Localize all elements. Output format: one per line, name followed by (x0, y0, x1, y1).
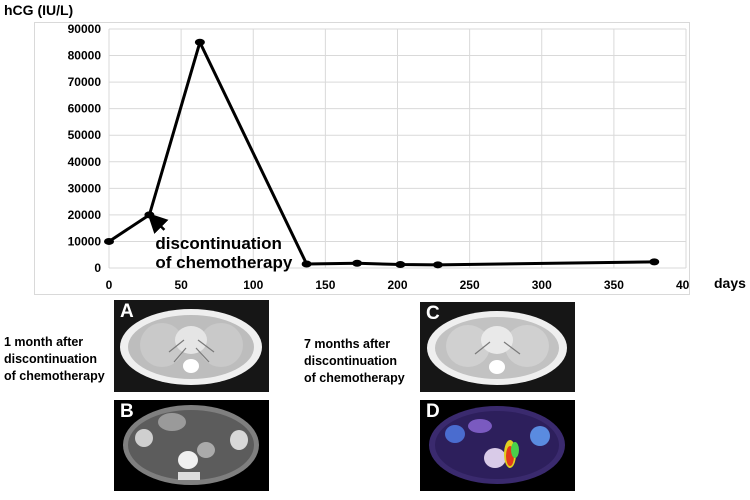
left-caption-line-1: 1 month after (4, 335, 84, 349)
y-tick-label: 80000 (68, 49, 102, 63)
x-tick-label: 250 (460, 278, 480, 292)
data-point (649, 258, 660, 266)
right-caption-line-2: discontinuation (304, 354, 398, 368)
y-tick-label: 70000 (68, 75, 102, 89)
annotation-line-1: discontinuation (155, 234, 282, 253)
right-caption-line-1: 7 months after (304, 337, 391, 351)
annotation-arrow (147, 212, 169, 235)
series-line (108, 40, 655, 267)
ct-panel-c: C (420, 302, 575, 392)
panel-letter-b: B (120, 401, 134, 422)
panel-letter-d: D (426, 401, 440, 422)
left-caption-line-3: of chemotherapy (4, 369, 105, 383)
x-tick-label: 150 (315, 278, 335, 292)
panel-letter-c: C (426, 303, 440, 324)
data-point (432, 261, 443, 269)
y-tick-label: 50000 (68, 128, 102, 142)
y-tick-label: 90000 (68, 23, 102, 36)
x-tick-label: 350 (604, 278, 624, 292)
annotation-line-2: of chemotherapy (155, 253, 293, 272)
x-tick-label: 400 (676, 278, 689, 292)
chart-area: 0 10000 20000 30000 40000 50000 60000 70000 8000… (34, 22, 690, 295)
x-tick-label: 50 (174, 278, 188, 292)
left-panel-caption: 1 month after discontinuation of chemoth… (4, 334, 105, 385)
x-tick-label: 0 (106, 278, 113, 292)
ct-panel-a: A (114, 300, 269, 392)
data-point (194, 38, 205, 46)
right-caption-line-3: of chemotherapy (304, 371, 405, 385)
y-tick-label: 0 (94, 261, 101, 275)
line-chart: 0 10000 20000 30000 40000 50000 60000 70000 8000… (68, 23, 689, 292)
y-tick-label: 60000 (68, 102, 102, 116)
data-point (301, 260, 312, 268)
data-point (395, 261, 406, 269)
data-point (352, 259, 363, 267)
ct-chest-image-a (114, 300, 269, 392)
y-tick-label: 20000 (68, 208, 102, 222)
data-point (104, 237, 114, 245)
ct-abdomen-image-b (114, 400, 269, 491)
pet-ct-image-d (420, 400, 575, 491)
y-tick-label: 10000 (68, 234, 102, 248)
x-axis-title: days (714, 275, 746, 291)
left-caption-line-2: discontinuation (4, 352, 98, 366)
x-tick-label: 100 (243, 278, 263, 292)
y-axis-title: hCG (IU/L) (4, 2, 74, 18)
right-panel-caption: 7 months after discontinuation of chemot… (304, 336, 405, 387)
ct-panel-d: D (420, 400, 575, 491)
x-tick-label: 200 (387, 278, 407, 292)
y-tick-label: 30000 (68, 181, 102, 195)
ct-chest-image-c (420, 302, 575, 392)
x-tick-label: 300 (532, 278, 552, 292)
y-tick-label: 40000 (68, 155, 102, 169)
panel-letter-a: A (120, 301, 134, 322)
data-point (144, 211, 155, 219)
ct-panel-b: B (114, 400, 269, 491)
